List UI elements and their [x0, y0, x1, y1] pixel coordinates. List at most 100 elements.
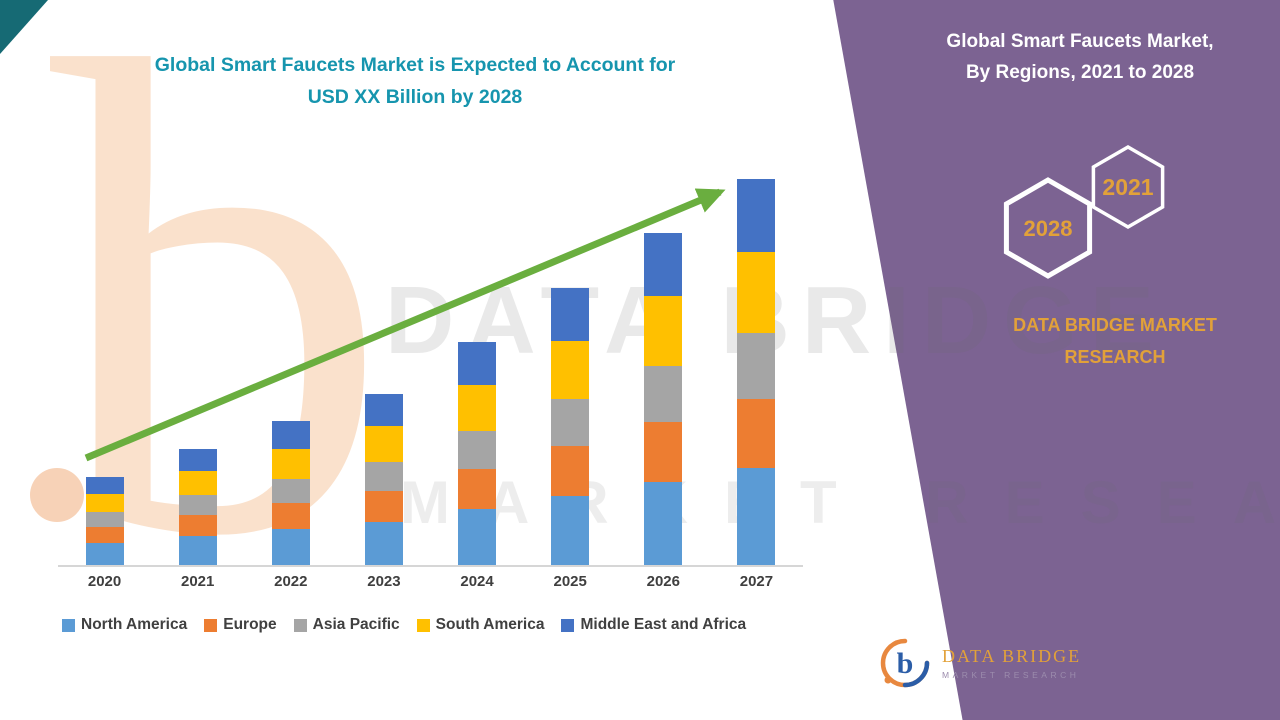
bar-segment: [85, 527, 124, 543]
x-label-2021: 2021: [181, 573, 215, 590]
bar-2026: [644, 233, 683, 565]
bar-segment: [458, 342, 497, 385]
bar-2025: [551, 288, 590, 565]
bar-segment: [85, 512, 124, 528]
hexagon-2028: [1003, 177, 1093, 279]
stacked-bar-chart: 2020 2021 2022 2023 2024 2025 2026 2027: [58, 140, 803, 600]
legend-label: North America: [81, 616, 188, 633]
legend-item: Middle East and Africa: [561, 616, 746, 634]
legend-label: South America: [435, 616, 545, 633]
brand-name-line1: DATA BRIDGE MARKET: [1013, 315, 1217, 335]
bar-segment: [551, 288, 590, 341]
hexagon-2021-label: 2021: [1102, 174, 1153, 200]
bar-segment: [458, 509, 497, 565]
bar-segment: [271, 503, 310, 530]
chart-title-line1: Global Smart Faucets Market is Expected …: [154, 54, 676, 76]
bar-segment: [178, 515, 217, 536]
trend-arrow: [84, 188, 726, 462]
brand-name: DATA BRIDGE MARKET RESEARCH: [960, 310, 1270, 373]
svg-text:b: b: [897, 647, 914, 680]
legend-item: North America: [62, 616, 187, 634]
bar-2021: [178, 449, 217, 565]
bar-segment: [364, 393, 403, 427]
bar-segment: [178, 536, 217, 565]
bar-2024: [458, 342, 497, 565]
bar-segment: [551, 398, 590, 447]
side-panel-heading-line1: Global Smart Faucets Market,: [946, 31, 1214, 52]
data-bridge-logo-icon: b: [880, 638, 930, 688]
bar-segment: [271, 478, 310, 504]
bar-segment: [737, 468, 776, 565]
hexagon-year-badges: 2021 2028: [1003, 144, 1165, 279]
x-label-2022: 2022: [274, 573, 308, 590]
bar-segment: [551, 495, 590, 565]
corner-accent-triangle: [0, 0, 48, 54]
legend-label: Asia Pacific: [312, 616, 400, 633]
bar-segment: [364, 522, 403, 565]
watermark-text-market-research: MARKET RESEARCH: [400, 469, 1280, 536]
bar-segment: [178, 471, 217, 496]
watermark-logo-dot: [30, 468, 84, 522]
legend-swatch: [416, 618, 430, 632]
x-axis-labels: 2020 2021 2022 2023 2024 2025 2026 2027: [58, 573, 803, 590]
x-label-2023: 2023: [367, 573, 401, 590]
chart-title: Global Smart Faucets Market is Expected …: [70, 50, 760, 113]
x-label-2020: 2020: [87, 573, 122, 590]
side-panel-heading-line2: By Regions, 2021 to 2028: [965, 62, 1195, 84]
x-label-2027: 2027: [739, 573, 774, 590]
bar-segment: [271, 529, 310, 565]
company-logo: b DATA BRIDGE MARKET RESEARCH: [878, 636, 1081, 690]
hexagon-2021: [1091, 144, 1165, 230]
bar-segment: [85, 493, 124, 513]
bar-segment: [644, 296, 683, 366]
bar-segment: [364, 462, 403, 492]
bar-segment: [271, 421, 310, 449]
legend-item: Asia Pacific: [293, 616, 400, 634]
bar-segment: [458, 469, 497, 510]
bar-segment: [644, 233, 683, 297]
bar-2027: [737, 178, 776, 565]
legend-label: Middle East and Africa: [580, 616, 747, 633]
bar-segment: [458, 431, 497, 470]
bar-2020: [85, 477, 124, 565]
bar-segment: [737, 178, 776, 253]
bar-segment: [644, 481, 683, 565]
side-panel-heading: Global Smart Faucets Market, By Regions,…: [900, 26, 1260, 89]
bar-segment: [178, 449, 217, 472]
logo-name: DATA BRIDGE: [942, 646, 1082, 666]
legend-label: Europe: [223, 616, 277, 633]
bar-segment: [644, 422, 683, 482]
bar-segment: [551, 340, 590, 399]
chart-legend: North America Europe Asia Pacific South Ame…: [62, 616, 746, 634]
bar-segment: [644, 365, 683, 423]
x-label-2025: 2025: [553, 573, 587, 590]
brand-name-line2: RESEARCH: [1064, 346, 1166, 367]
bar-segment: [178, 495, 217, 516]
chart-title-line2: USD XX Billion by 2028: [307, 85, 523, 108]
bar-segment: [85, 543, 124, 565]
x-label-2026: 2026: [646, 573, 680, 590]
bar-2023: [364, 393, 403, 565]
legend-swatch: [293, 618, 307, 632]
legend-item: South America: [416, 616, 545, 634]
bar-segment: [737, 252, 776, 334]
legend-swatch: [62, 618, 75, 632]
bar-segment: [271, 448, 310, 479]
bar-segment: [364, 426, 403, 463]
bar-segment: [737, 398, 776, 469]
plot-area: [58, 140, 803, 567]
x-label-2024: 2024: [460, 573, 494, 590]
logo-text: DATA BRIDGE MARKET RESEARCH: [942, 646, 1081, 680]
bar-segment: [85, 477, 124, 494]
legend-swatch: [561, 618, 575, 632]
bar-segment: [737, 333, 776, 399]
bar-2022: [271, 421, 310, 565]
legend-swatch: [204, 618, 218, 632]
logo-tagline: MARKET RESEARCH: [942, 670, 1080, 680]
bar-segment: [364, 491, 403, 523]
legend-item: Europe: [204, 616, 277, 634]
bar-segment: [551, 446, 590, 496]
hexagon-2028-label: 2028: [1024, 216, 1073, 241]
bar-segment: [458, 384, 497, 432]
